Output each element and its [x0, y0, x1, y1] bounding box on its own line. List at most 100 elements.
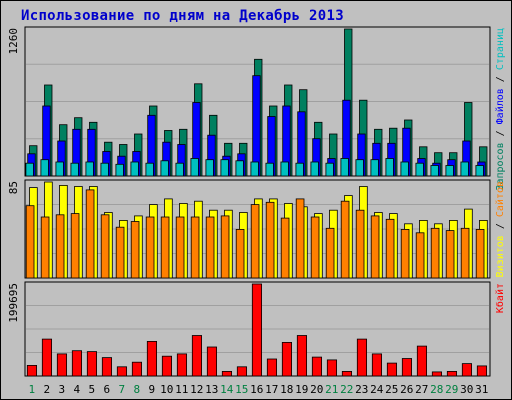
- bar-sites-day-7: [115, 226, 125, 279]
- x-tick-label-day-24: 24: [370, 383, 384, 396]
- chart-title: Использование по дням на Декабрь 2013: [21, 8, 344, 24]
- legend-entry: Запросов: [495, 142, 506, 190]
- bar-pages-day-30: [460, 161, 469, 177]
- bar-pages-day-15: [235, 160, 244, 177]
- x-tick-label-day-19: 19: [295, 383, 308, 396]
- bar-pages-day-18: [280, 161, 289, 177]
- bar-sites-day-11: [175, 216, 185, 279]
- bar-pages-day-24: [370, 159, 379, 177]
- x-tick-label-day-8: 8: [133, 383, 140, 396]
- bar-sites-day-22: [340, 200, 350, 279]
- x-tick-label-day-1: 1: [28, 383, 35, 396]
- bar-pages-day-16: [250, 161, 259, 177]
- legend-entry: Визитов: [495, 235, 506, 277]
- legend-3: Кбайт: [494, 283, 506, 313]
- x-tick-label-day-10: 10: [160, 383, 173, 396]
- bar-kbytes-day-5: [86, 351, 98, 377]
- bar-kbytes-day-13: [206, 346, 218, 377]
- bar-kbytes-day-26: [401, 358, 412, 377]
- bar-kbytes-day-21: [326, 359, 337, 377]
- y-axis-max-label: 85: [7, 181, 20, 194]
- bar-pages-day-7: [115, 163, 124, 177]
- bar-pages-day-11: [175, 162, 184, 177]
- x-tick-label-day-22: 22: [340, 383, 353, 396]
- bar-sites-day-30: [460, 227, 470, 279]
- x-tick-label-day-15: 15: [235, 383, 248, 396]
- x-tick-label-day-25: 25: [385, 383, 398, 396]
- bar-sites-day-6: [100, 214, 110, 279]
- legend-2: Визитов / Сайтов: [494, 181, 506, 277]
- bar-kbytes-day-30: [461, 363, 472, 377]
- bar-files-day-16: [252, 75, 261, 177]
- x-tick-label-day-28: 28: [430, 383, 443, 396]
- bar-pages-day-9: [145, 162, 154, 177]
- bar-sites-day-27: [415, 232, 425, 279]
- bar-pages-day-22: [340, 158, 349, 177]
- x-tick-label-day-2: 2: [43, 383, 50, 396]
- bar-kbytes-day-18: [281, 341, 292, 377]
- legend-entry: Страниц: [495, 28, 506, 70]
- bar-sites-day-18: [280, 217, 290, 279]
- x-tick-label-day-30: 30: [460, 383, 473, 396]
- bar-pages-day-25: [385, 158, 394, 177]
- bar-kbytes-day-28: [431, 371, 442, 377]
- x-tick-label-day-4: 4: [73, 383, 80, 396]
- bar-sites-day-31: [475, 228, 485, 279]
- bar-kbytes-day-25: [386, 362, 397, 377]
- bar-kbytes-day-23: [356, 338, 367, 377]
- x-tick-label-day-21: 21: [325, 383, 338, 396]
- x-tick-label-day-5: 5: [88, 383, 95, 396]
- bar-sites-day-17: [265, 201, 275, 279]
- bar-sites-day-20: [310, 216, 320, 279]
- bar-kbytes-day-17: [266, 358, 277, 377]
- bar-sites-day-29: [445, 230, 455, 279]
- bar-kbytes-day-3: [56, 353, 67, 377]
- bar-pages-day-20: [310, 161, 319, 177]
- bar-sites-day-5: [85, 189, 95, 279]
- bar-pages-day-1: [25, 162, 34, 177]
- y-axis-max-label: 1260: [7, 28, 20, 55]
- bar-pages-day-14: [220, 159, 229, 177]
- bar-pages-day-31: [475, 165, 484, 177]
- x-tick-label-day-20: 20: [310, 383, 323, 396]
- x-tick-label-day-18: 18: [280, 383, 293, 396]
- bar-sites-day-24: [370, 215, 380, 279]
- bar-kbytes-day-2: [41, 338, 52, 377]
- bar-pages-day-6: [100, 162, 109, 177]
- bar-sites-day-13: [205, 216, 215, 279]
- x-tick-label-day-9: 9: [148, 383, 155, 396]
- bar-sites-day-3: [55, 214, 65, 279]
- bar-kbytes-day-22: [341, 370, 352, 377]
- bar-sites-day-10: [160, 216, 170, 279]
- bar-pages-day-28: [430, 165, 439, 177]
- bar-kbytes-day-24: [371, 353, 382, 377]
- bar-pages-day-21: [325, 162, 334, 177]
- bar-pages-day-23: [355, 159, 364, 177]
- bar-kbytes-day-14: [221, 370, 233, 377]
- legend-entry: Файлов: [494, 88, 506, 124]
- legend-1: Запросов / Файлов / Страниц: [494, 28, 506, 191]
- x-tick-label-day-11: 11: [175, 383, 188, 396]
- bar-kbytes-day-27: [416, 345, 427, 377]
- bar-kbytes-day-16: [251, 283, 263, 377]
- bar-sites-day-14: [220, 215, 230, 279]
- legend-entry: Сайтов: [494, 181, 506, 217]
- bar-sites-day-19: [295, 198, 305, 279]
- bar-sites-day-8: [130, 221, 140, 279]
- bar-sites-day-28: [430, 227, 440, 279]
- bar-kbytes-day-20: [311, 356, 322, 377]
- bar-pages-day-4: [70, 162, 79, 177]
- bar-kbytes-day-7: [116, 366, 128, 377]
- legend-separator: /: [495, 124, 506, 142]
- x-tick-label-day-7: 7: [118, 383, 125, 396]
- bar-sites-day-16: [250, 204, 260, 279]
- bar-kbytes-day-1: [26, 364, 37, 377]
- x-tick-label-day-26: 26: [400, 383, 413, 396]
- bar-sites-day-23: [355, 209, 365, 279]
- bar-kbytes-day-4: [71, 350, 83, 377]
- x-tick-label-day-6: 6: [103, 383, 110, 396]
- x-tick-label-day-27: 27: [415, 383, 428, 396]
- bar-sites-day-1: [25, 205, 35, 279]
